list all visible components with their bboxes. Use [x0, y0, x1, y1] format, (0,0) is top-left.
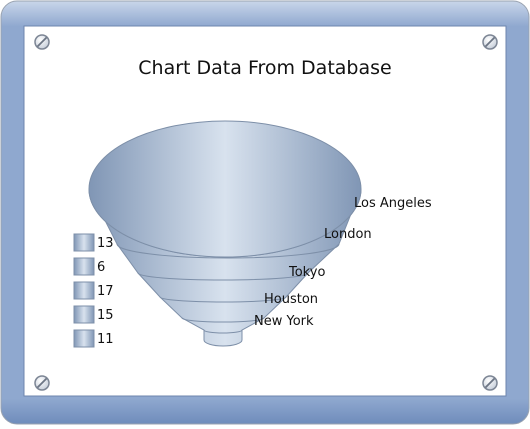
category-label: New York	[254, 314, 314, 329]
legend-swatch	[73, 329, 95, 348]
legend-swatch	[73, 257, 95, 276]
category-label: Los Angeles	[354, 196, 432, 211]
legend-swatch	[73, 281, 95, 300]
legend-swatch	[73, 233, 95, 252]
legend-label: 11	[97, 332, 114, 347]
category-label: London	[324, 227, 372, 242]
screw-icon-top-right	[482, 34, 498, 50]
screw-icon-top-left	[34, 34, 50, 50]
funnel-top-rim	[88, 120, 362, 258]
legend: 13 6 17 15 11	[73, 233, 114, 348]
legend-label: 13	[97, 236, 114, 251]
legend-label: 15	[97, 308, 114, 323]
chart-title: Chart Data From Database	[138, 57, 391, 79]
legend-label: 6	[97, 260, 105, 275]
legend-label: 17	[97, 284, 114, 299]
legend-swatch	[73, 305, 95, 324]
category-label: Tokyo	[288, 265, 325, 280]
screw-icon-bottom-left	[34, 375, 50, 391]
category-label: Houston	[264, 292, 318, 307]
funnel-segment-dividers	[116, 243, 340, 334]
screw-icon-bottom-right	[482, 375, 498, 391]
